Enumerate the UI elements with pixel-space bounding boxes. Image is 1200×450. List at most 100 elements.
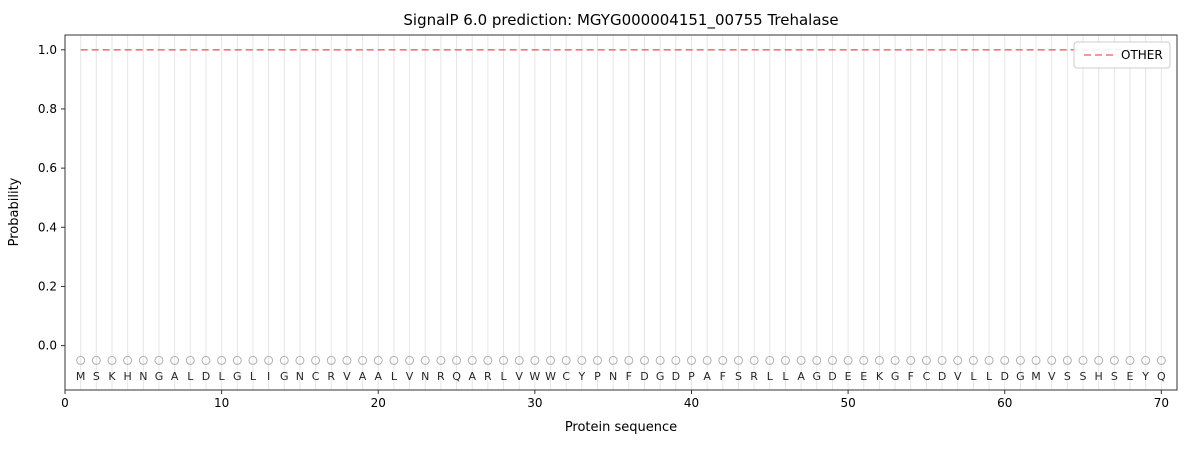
y-axis-label: Probability xyxy=(7,177,22,246)
x-tick-label: 50 xyxy=(840,396,855,410)
y-tick-label: 0.2 xyxy=(38,279,57,293)
residue-marker xyxy=(499,355,509,365)
residue-marker xyxy=(937,355,947,365)
residue-marker xyxy=(170,355,180,365)
residue-marker xyxy=(702,355,712,365)
y-tick-label: 0.8 xyxy=(38,102,57,116)
residue-marker xyxy=(984,355,994,365)
residue-letter: S xyxy=(1111,370,1118,383)
residue-letter: G xyxy=(1016,370,1025,383)
residue-marker xyxy=(718,355,728,365)
residue-letter: I xyxy=(267,370,270,383)
residue-letter: H xyxy=(124,370,132,383)
residue-letter: L xyxy=(500,370,507,383)
residue-letter: G xyxy=(656,370,665,383)
residue-letter: N xyxy=(139,370,147,383)
residue-letter: V xyxy=(343,370,351,383)
residue-letter: A xyxy=(468,370,476,383)
residue-letter: R xyxy=(750,370,758,383)
residue-letter: L xyxy=(187,370,194,383)
residue-letter: L xyxy=(782,370,789,383)
residue-letter: L xyxy=(219,370,226,383)
residue-letter: Y xyxy=(1141,370,1149,383)
y-tick-label: 0.6 xyxy=(38,161,57,175)
residue-letter: W xyxy=(529,370,540,383)
residue-marker xyxy=(1156,355,1166,365)
residue-marker xyxy=(420,355,430,365)
residue-letter: P xyxy=(594,370,601,383)
residue-letter: V xyxy=(1048,370,1056,383)
residue-letter: G xyxy=(813,370,822,383)
residue-letter: W xyxy=(545,370,556,383)
residue-letter: H xyxy=(1095,370,1103,383)
residue-marker xyxy=(859,355,869,365)
residue-marker xyxy=(593,355,603,365)
residue-letter: D xyxy=(202,370,210,383)
residue-letter: P xyxy=(688,370,695,383)
residue-marker xyxy=(107,355,117,365)
residue-letter: K xyxy=(108,370,116,383)
legend-box xyxy=(1073,41,1171,69)
residue-marker xyxy=(921,355,931,365)
residue-marker xyxy=(530,355,540,365)
residue-marker xyxy=(812,355,822,365)
residue-marker xyxy=(483,355,493,365)
x-tick-label: 70 xyxy=(1154,396,1169,410)
residue-marker xyxy=(436,355,446,365)
x-axis-label: Protein sequence xyxy=(565,420,677,435)
residue-marker xyxy=(123,355,133,365)
residue-letter: E xyxy=(860,370,867,383)
legend-entry-label: OTHER xyxy=(1121,48,1163,62)
residue-marker xyxy=(671,355,681,365)
residue-letter: R xyxy=(484,370,492,383)
residue-markers xyxy=(76,355,1166,365)
residue-letter: D xyxy=(1000,370,1008,383)
residue-letter: Y xyxy=(577,370,585,383)
x-tick-label: 20 xyxy=(371,396,386,410)
residue-letter: R xyxy=(327,370,335,383)
residue-letter: A xyxy=(171,370,179,383)
residue-letter: C xyxy=(562,370,570,383)
residue-letter: N xyxy=(296,370,304,383)
residue-marker xyxy=(264,355,274,365)
x-tick-label: 60 xyxy=(997,396,1012,410)
residue-letter: D xyxy=(938,370,946,383)
y-tick-label: 1.0 xyxy=(38,43,57,57)
residue-marker xyxy=(968,355,978,365)
residue-marker xyxy=(311,355,321,365)
residue-marker xyxy=(749,355,759,365)
residue-letter: D xyxy=(640,370,648,383)
plot-spines xyxy=(64,34,1178,391)
residue-letter: E xyxy=(845,370,852,383)
residue-marker xyxy=(1062,355,1072,365)
residue-marker xyxy=(577,355,587,365)
residue-marker xyxy=(467,355,477,365)
residue-letter: C xyxy=(923,370,931,383)
residue-letter: A xyxy=(703,370,711,383)
residue-marker xyxy=(389,355,399,365)
residue-marker xyxy=(780,355,790,365)
residue-letter: Q xyxy=(1157,370,1166,383)
residue-letter: L xyxy=(986,370,993,383)
residue-marker xyxy=(1000,355,1010,365)
residue-marker xyxy=(655,355,665,365)
residue-marker xyxy=(232,355,242,365)
residue-marker xyxy=(874,355,884,365)
residue-letter: R xyxy=(437,370,445,383)
residue-letter: M xyxy=(1031,370,1041,383)
residue-letter: D xyxy=(828,370,836,383)
residue-letter: L xyxy=(250,370,257,383)
residue-marker xyxy=(686,355,696,365)
x-tick-label: 30 xyxy=(527,396,542,410)
residue-marker xyxy=(843,355,853,365)
residue-marker xyxy=(326,355,336,365)
x-tick-label: 40 xyxy=(684,396,699,410)
y-tick-label: 0.4 xyxy=(38,220,57,234)
residue-marker xyxy=(1015,355,1025,365)
residue-marker xyxy=(906,355,916,365)
residue-marker xyxy=(279,355,289,365)
residue-marker xyxy=(733,355,743,365)
y-axis-ticks: 0.0 0.2 0.4 0.6 0.8 1.0 xyxy=(38,43,65,353)
